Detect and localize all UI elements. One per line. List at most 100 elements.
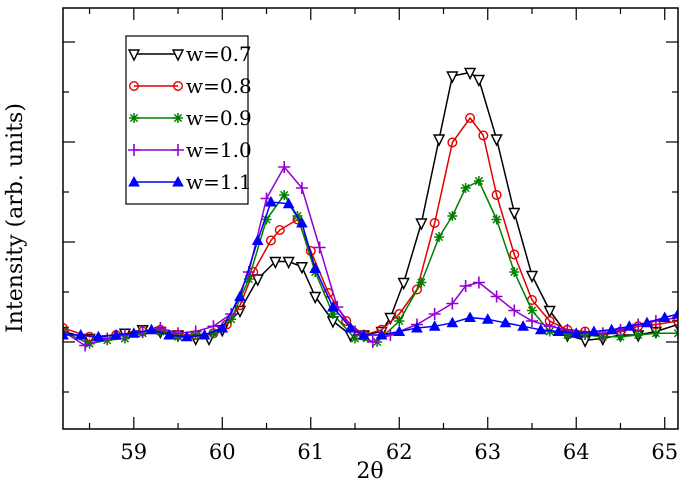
- x-tick-labels: 59 60 61 62 63 64 65: [120, 440, 678, 464]
- data-point: [207, 320, 220, 333]
- data-point: [74, 328, 87, 340]
- data-point: [429, 217, 440, 228]
- data-point: [428, 320, 441, 331]
- series-w=1.1: [63, 195, 678, 342]
- data-point: [491, 214, 502, 225]
- data-point: [358, 328, 370, 340]
- data-point: [127, 327, 140, 338]
- data-point: [534, 323, 547, 335]
- data-point: [375, 328, 388, 340]
- x-tick-label: 63: [474, 440, 501, 464]
- legend-marker-icon: [128, 175, 140, 187]
- legend-label: w=0.7: [186, 42, 252, 66]
- data-point: [543, 305, 556, 319]
- data-point: [282, 197, 295, 209]
- legend-item: w=0.7: [127, 42, 252, 66]
- data-point: [658, 311, 671, 322]
- data-point: [327, 300, 339, 312]
- data-point: [623, 320, 636, 331]
- legend-item: w=0.9: [129, 106, 252, 130]
- data-point: [432, 134, 446, 147]
- data-point: [472, 74, 486, 88]
- data-point: [415, 218, 428, 231]
- data-point: [198, 328, 211, 340]
- y-axis-title: Intensity (arb. units): [3, 103, 28, 333]
- data-point: [341, 316, 352, 327]
- legend-item: w=1.1: [128, 170, 252, 194]
- data-point: [274, 224, 285, 235]
- data-point: [615, 331, 626, 342]
- x-axis-title: 2θ: [356, 459, 383, 484]
- data-point: [464, 311, 476, 322]
- data-point: [434, 232, 445, 242]
- data-point: [570, 327, 583, 338]
- plot-frame: [62, 7, 679, 430]
- data-point: [309, 262, 322, 273]
- data-point: [411, 284, 422, 295]
- legend-marker-icon: [171, 49, 185, 62]
- data-point: [428, 308, 441, 320]
- data-point: [295, 182, 308, 194]
- data-point: [463, 67, 477, 81]
- data-point: [490, 290, 503, 303]
- axis-ticks: [63, 8, 678, 429]
- data-point: [234, 290, 246, 301]
- data-point: [313, 241, 326, 254]
- legend-marker-icon: [172, 80, 183, 91]
- data-point: [641, 316, 653, 328]
- data-point: [265, 235, 276, 246]
- data-point: [588, 325, 600, 336]
- data-point: [650, 328, 661, 339]
- x-tick-label: 61: [297, 440, 324, 464]
- x-tick-label: 59: [120, 440, 147, 464]
- data-point: [279, 190, 290, 200]
- data-point: [499, 316, 512, 328]
- data-point: [460, 183, 471, 193]
- legend-box: [125, 35, 249, 205]
- legend-item: w=0.8: [128, 74, 252, 98]
- data-point: [163, 328, 176, 340]
- data-point: [92, 330, 105, 342]
- data-point: [605, 323, 618, 335]
- data-point: [296, 216, 308, 228]
- data-point: [397, 277, 410, 291]
- data-point: [265, 195, 277, 207]
- data-point: [79, 339, 92, 352]
- data-point: [446, 297, 459, 310]
- data-point: [508, 304, 521, 317]
- data-point: [459, 280, 472, 292]
- data-point: [552, 325, 565, 336]
- data-point: [63, 325, 69, 338]
- data-point: [261, 214, 272, 225]
- legend-marker-icon: [172, 144, 184, 156]
- legend-label: w=1.1: [186, 170, 252, 194]
- data-point: [278, 161, 291, 173]
- data-point: [110, 328, 122, 340]
- x-tick-label: 65: [651, 440, 678, 464]
- data-point: [517, 320, 529, 331]
- data-point: [251, 274, 264, 287]
- x-tick-label: 62: [386, 440, 413, 464]
- data-point: [472, 276, 485, 289]
- data-point: [672, 307, 678, 319]
- data-point: [481, 313, 494, 324]
- legend-marker-icon: [128, 144, 140, 156]
- data-point: [393, 325, 406, 336]
- data-point: [561, 323, 574, 336]
- data-point: [416, 277, 427, 288]
- data-point: [295, 262, 309, 275]
- data-point: [269, 256, 282, 270]
- legend-marker-icon: [172, 175, 184, 187]
- data-point: [509, 249, 520, 260]
- series-line: [63, 180, 678, 345]
- series-line: [63, 201, 678, 338]
- data-point: [473, 176, 484, 186]
- legend-marker-icon: [129, 113, 139, 123]
- data-point: [251, 234, 264, 245]
- data-point: [446, 71, 459, 84]
- data-point: [327, 309, 338, 319]
- data-point: [208, 328, 219, 339]
- legend-marker-icon: [127, 49, 141, 62]
- data-point: [411, 321, 423, 333]
- data-point: [633, 330, 644, 340]
